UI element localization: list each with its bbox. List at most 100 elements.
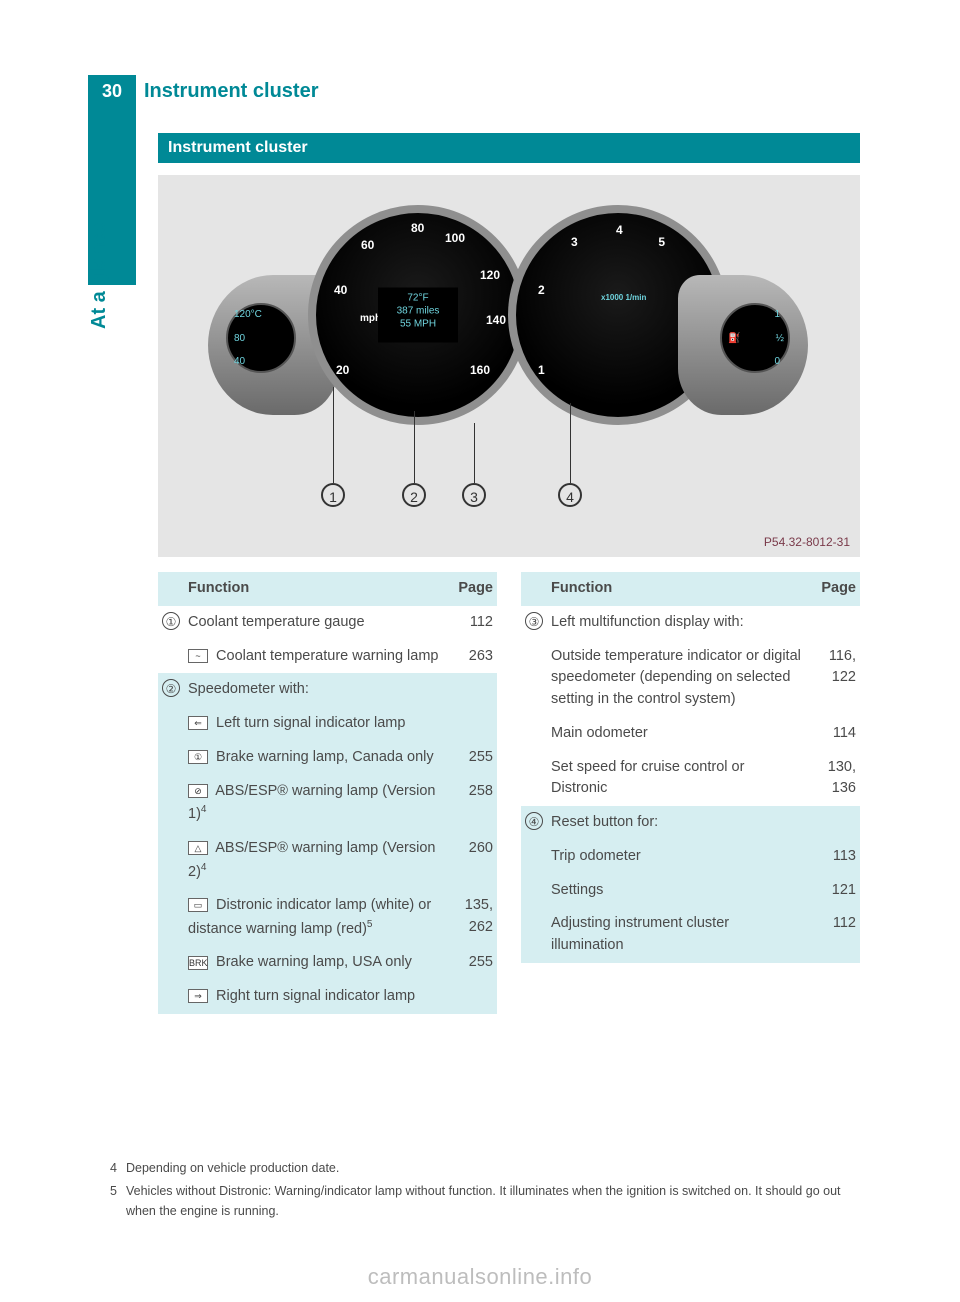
fuel-tick: 1 (774, 309, 780, 320)
row-page (443, 707, 497, 741)
tacho-tick: 1 (538, 363, 545, 377)
row-function: Adjusting instrument cluster illuminatio… (551, 907, 806, 963)
row-key (158, 775, 188, 832)
display-temp: 72°F (378, 292, 458, 305)
row-key (158, 889, 188, 946)
row-key-icon: ① (162, 612, 180, 630)
row-key-icon: ③ (525, 612, 543, 630)
callout-marker: 1 (321, 483, 345, 507)
row-page (443, 980, 497, 1014)
speedo-tick: 40 (334, 283, 347, 297)
table-row: Settings121 (521, 874, 860, 908)
warning-lamp-icon: ~ (188, 649, 208, 663)
tacho-tick: 2 (538, 283, 545, 297)
row-key (158, 832, 188, 889)
footnote-text: Depending on vehicle production date. (126, 1159, 862, 1178)
callout-marker: 4 (558, 483, 582, 507)
row-key (158, 707, 188, 741)
row-function: Settings (551, 874, 806, 908)
row-key: ① (158, 606, 188, 640)
figure-code: P54.32-8012-31 (764, 535, 850, 549)
instrument-cluster-figure: 120°C 80 40 20 40 60 80 100 120 140 160 … (158, 175, 860, 557)
col-header-page: Page (443, 572, 497, 606)
tacho-tick: 3 (571, 235, 578, 249)
tacho-tick: 4 (616, 223, 623, 237)
table-row: Adjusting instrument cluster illuminatio… (521, 907, 860, 963)
speedo-tick: 80 (411, 221, 424, 235)
row-function: BRK Brake warning lamp, USA only (188, 946, 443, 980)
warning-lamp-icon: BRK (188, 956, 208, 970)
col-header-function: Function (188, 572, 443, 606)
cluster-graphic: 120°C 80 40 20 40 60 80 100 120 140 160 … (208, 205, 808, 445)
row-function: Set speed for cruise control or Distroni… (551, 751, 806, 807)
section-heading-bar: Instrument cluster (158, 133, 860, 163)
fuel-gauge: 1 ½ 0 ⛽ (720, 303, 790, 373)
row-function: Reset button for: (551, 806, 806, 840)
side-section-label: At a glance (88, 196, 118, 356)
table-row: Main odometer114 (521, 717, 860, 751)
col-header-page: Page (806, 572, 860, 606)
row-function: Trip odometer (551, 840, 806, 874)
row-key: ② (158, 673, 188, 707)
speedo-tick: 60 (361, 238, 374, 252)
row-page: 114 (806, 717, 860, 751)
row-key: ③ (521, 606, 551, 640)
callout-line (333, 387, 334, 483)
table-row: ④Reset button for: (521, 806, 860, 840)
row-page (806, 806, 860, 840)
speedo-tick: 20 (336, 363, 349, 377)
table-header-row: FunctionPage (521, 572, 860, 606)
footnote-number: 5 (110, 1182, 126, 1221)
warning-lamp-icon: ① (188, 750, 208, 764)
row-key-icon: ② (162, 679, 180, 697)
row-function: Left multifunction display with: (551, 606, 806, 640)
row-key: ④ (521, 806, 551, 840)
row-function: Outside temperature indicator or digital… (551, 640, 806, 717)
row-key (158, 741, 188, 775)
footnote-ref: 4 (201, 862, 207, 873)
row-page: 263 (443, 640, 497, 674)
row-key (158, 640, 188, 674)
callout-line (474, 423, 475, 483)
function-tables: FunctionPage①Coolant temperature gauge11… (158, 572, 860, 1014)
row-function: ① Brake warning lamp, Canada only (188, 741, 443, 775)
temp-tick: 40 (234, 356, 245, 367)
temp-tick: 80 (234, 333, 245, 344)
table-row: △ ABS/ESP® warning lamp (Version 2)4260 (158, 832, 497, 889)
callout-line (414, 411, 415, 483)
speedometer-dial: 20 40 60 80 100 120 140 160 mph 72°F 387… (308, 205, 528, 425)
table-row: ②Speedometer with: (158, 673, 497, 707)
callout-marker: 2 (402, 483, 426, 507)
row-page: 112 (806, 907, 860, 963)
row-key (521, 717, 551, 751)
function-table-right: FunctionPage ③ Left multifunction display … (521, 572, 860, 1014)
row-page: 255 (443, 741, 497, 775)
warning-lamp-icon: ▭ (188, 898, 208, 912)
table-row: ③ Left multifunction display with: (521, 606, 860, 640)
table-row: BRK Brake warning lamp, USA only255 (158, 946, 497, 980)
speedo-tick: 120 (480, 268, 500, 282)
row-page: 255 (443, 946, 497, 980)
row-page: 130,136 (806, 751, 860, 807)
row-function: Coolant temperature gauge (188, 606, 443, 640)
speedo-tick: 140 (486, 313, 506, 327)
row-function: ~ Coolant temperature warning lamp (188, 640, 443, 674)
footnote-row: 4Depending on vehicle production date. (110, 1159, 862, 1178)
warning-lamp-icon: ⊘ (188, 784, 208, 798)
row-page: 116,122 (806, 640, 860, 717)
row-page: 135,262 (443, 889, 497, 946)
callout-line (570, 403, 571, 483)
table-row: Trip odometer113 (521, 840, 860, 874)
table-header-row: FunctionPage (158, 572, 497, 606)
table-row: ~ Coolant temperature warning lamp263 (158, 640, 497, 674)
row-function: ⇒ Right turn signal indicator lamp (188, 980, 443, 1014)
row-page (806, 606, 860, 640)
table-row: ⇐ Left turn signal indicator lamp (158, 707, 497, 741)
row-key (521, 874, 551, 908)
display-trip: 387 miles (378, 305, 458, 318)
table-row: ① Brake warning lamp, Canada only255 (158, 741, 497, 775)
row-key (521, 840, 551, 874)
fuel-gauge-pod: 1 ½ 0 ⛽ (678, 275, 808, 415)
row-page: 121 (806, 874, 860, 908)
speedo-tick: 160 (470, 363, 490, 377)
